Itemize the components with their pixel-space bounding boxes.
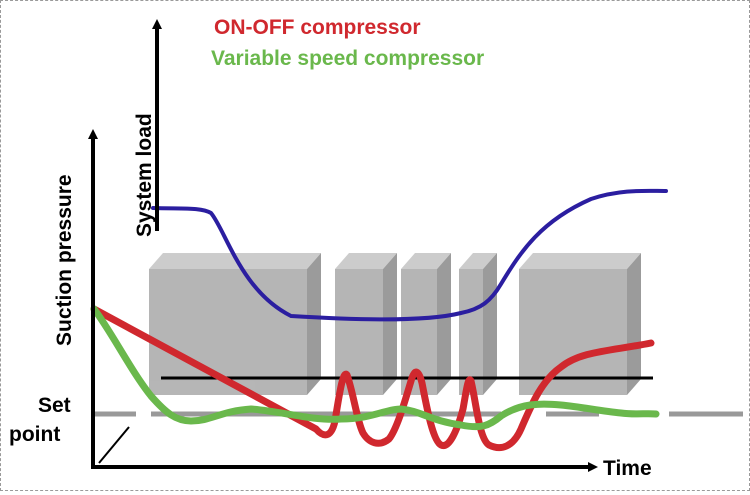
compressor-block-1 <box>149 253 321 395</box>
time-label: Time <box>603 457 652 480</box>
set-point-label-line2: point <box>9 423 60 446</box>
compressor-block-3 <box>401 253 451 395</box>
compressor-block-4 <box>459 253 497 395</box>
origin-diagonal <box>98 426 130 464</box>
compressor-blocks <box>149 253 641 395</box>
legend-variable-label: Variable speed compressor <box>211 47 484 70</box>
system-load-curve <box>151 188 668 322</box>
set-point-label-line1: Set <box>38 394 71 417</box>
system-load-label: System load <box>133 113 156 237</box>
compressor-block-5 <box>519 253 641 395</box>
legend-onoff-label: ON-OFF compressor <box>214 16 421 39</box>
suction-pressure-label: Suction pressure <box>53 174 76 346</box>
onoff-compressor-curve <box>90 305 655 452</box>
variable-speed-compressor-curve <box>90 305 660 431</box>
